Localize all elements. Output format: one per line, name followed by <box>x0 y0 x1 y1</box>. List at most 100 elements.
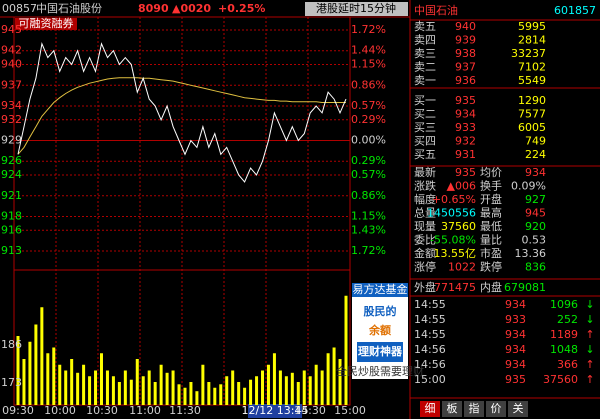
change: ▲0020 <box>172 2 211 15</box>
stat-value: 0.09% <box>511 180 546 193</box>
volume-bar <box>207 382 211 405</box>
avg-line <box>17 77 346 155</box>
price-tick-label: 921 <box>1 189 22 202</box>
flow-label: 外盘 <box>414 280 436 294</box>
ad-box <box>352 283 408 379</box>
trade-volume: 1189 <box>550 328 578 341</box>
ob-price: 938 <box>455 47 476 60</box>
ob-price: 933 <box>455 121 476 134</box>
delay-note: 港股延时15分钟 <box>316 1 396 15</box>
stat-value: 945 <box>525 207 546 220</box>
tab[interactable] <box>464 401 484 417</box>
trade-arrow: ↓ <box>585 313 594 326</box>
ob-label: 卖四 <box>414 34 436 47</box>
tab[interactable] <box>486 401 506 417</box>
ob-volume: 6005 <box>518 121 546 134</box>
time-label: 10:00 <box>44 404 76 417</box>
quote-code: 601857 <box>554 4 596 17</box>
volume-bar <box>159 364 163 405</box>
trade-arrow: ↓ <box>585 343 594 356</box>
volume-bar <box>64 370 68 405</box>
stat-value: 920 <box>525 220 546 233</box>
volume-bar <box>290 372 294 405</box>
tab-label: 指 <box>469 401 480 415</box>
flow-value: 771475 <box>434 281 476 294</box>
stat-label: 现量 <box>414 220 436 233</box>
volume-bar <box>76 372 80 405</box>
time-label: 09:30 <box>2 404 34 417</box>
volume-bar <box>195 391 199 405</box>
volume-bar <box>338 359 342 405</box>
stat-label: 总量 <box>414 206 436 220</box>
ob-volume: 5995 <box>518 20 546 33</box>
volume-bar <box>231 370 235 405</box>
flow-label: 内盘 <box>480 280 502 294</box>
ob-price: 935 <box>455 94 476 107</box>
change-pct: +0.25% <box>218 2 265 15</box>
volume-bar <box>243 387 247 405</box>
ob-label: 卖三 <box>414 47 436 60</box>
ad-head <box>352 283 408 297</box>
stat-value: 836 <box>525 261 546 274</box>
volume-bar <box>46 353 50 405</box>
vol-label: 173 <box>1 376 22 389</box>
volume-bar <box>284 376 288 405</box>
ob-volume: 1290 <box>518 94 546 107</box>
price-tick-label: 934 <box>1 99 22 112</box>
flow-value: 679081 <box>504 281 546 294</box>
volume-bar <box>111 376 115 405</box>
trade-price: 935 <box>505 373 526 386</box>
price-tick-label: 926 <box>1 154 22 167</box>
pct-tick-label: 0.00% <box>351 134 386 147</box>
stat-value: 1022 <box>448 261 476 274</box>
ob-price: 940 <box>455 20 476 33</box>
vol-label: 186 <box>1 338 22 351</box>
trade-volume: 37560 <box>543 373 578 386</box>
pct-tick-label: 0.57% <box>351 99 386 112</box>
volume-bar <box>135 359 139 405</box>
stat-label: 涨停 <box>414 260 436 274</box>
ob-label: 买四 <box>414 135 436 148</box>
stat-label: 开盘 <box>480 192 502 206</box>
ob-volume: 224 <box>525 148 546 161</box>
ob-price: 937 <box>455 61 476 74</box>
trade-price: 934 <box>505 328 526 341</box>
ad-line: 股民的 <box>364 304 397 318</box>
stat-label: 跌停 <box>480 260 502 274</box>
trade-volume: 1096 <box>550 298 578 311</box>
stat-value: 0.53 <box>522 234 547 247</box>
ob-label: 卖二 <box>414 61 436 74</box>
volume-bar <box>70 359 74 405</box>
tab[interactable] <box>508 401 528 417</box>
stat-label: 量比 <box>480 234 502 247</box>
volume-bar <box>261 370 265 405</box>
tab-label: 板 <box>447 401 458 415</box>
volume-bar <box>272 353 276 405</box>
ad-brand: 易方达基金 <box>353 282 408 296</box>
volume-bar <box>189 382 193 405</box>
trade-volume: 1048 <box>550 343 578 356</box>
tab[interactable] <box>420 401 440 417</box>
pct-tick-label: 0.29% <box>351 113 386 126</box>
volume-bar <box>314 364 318 405</box>
volume-bar <box>94 370 98 405</box>
volume-bar <box>302 370 306 405</box>
trade-volume: 366 <box>557 358 578 371</box>
ob-price: 931 <box>455 148 476 161</box>
trade-arrow: ↑ <box>585 358 594 371</box>
pct-tick-label: 1.43% <box>351 223 386 236</box>
ad-line: 余额 <box>368 323 391 337</box>
ob-price: 936 <box>455 74 476 87</box>
stat-label: 均价 <box>480 166 502 179</box>
tab-label: 细 <box>425 402 436 415</box>
ob-label: 买二 <box>414 108 436 121</box>
volume-bar <box>171 370 175 405</box>
volume-bar <box>278 370 282 405</box>
volume-bar <box>225 376 229 405</box>
price-tick-label: 940 <box>1 58 22 71</box>
tab[interactable] <box>442 401 462 417</box>
volume-bar <box>88 376 92 405</box>
stat-value: ▲006 <box>447 180 476 193</box>
